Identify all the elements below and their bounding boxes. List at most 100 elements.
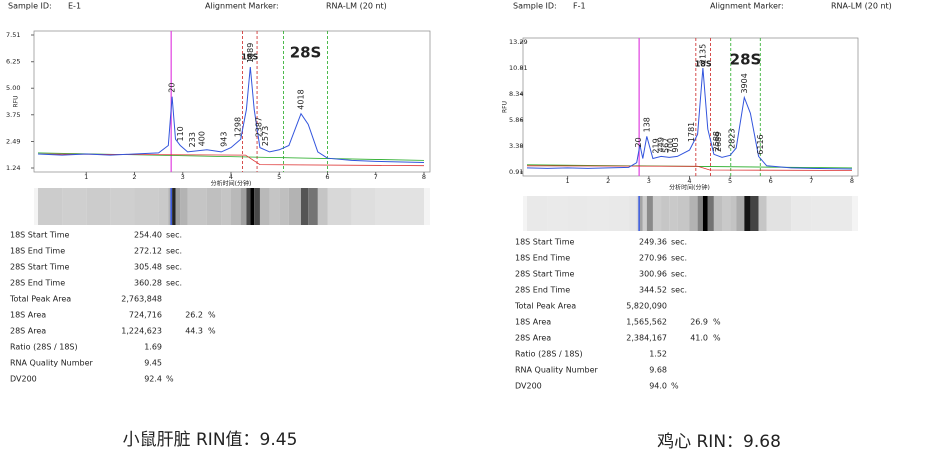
gel-band [689, 196, 698, 231]
gel-band [677, 196, 690, 231]
row-value: 305.48 [134, 263, 162, 272]
x-tick-label: 4 [687, 177, 691, 185]
header-label: Sample ID: [513, 2, 557, 11]
gel-band [636, 196, 640, 231]
row-value: 300.96 [639, 270, 667, 279]
row-pct-unit: % [208, 327, 216, 336]
gel-band [206, 188, 222, 225]
gel-band [240, 188, 247, 225]
gel-band [744, 196, 751, 231]
row-pct-unit: % [713, 318, 721, 327]
row-value: 724,716 [129, 311, 162, 320]
header-value: RNA-LM (20 nt) [831, 2, 892, 11]
peak-label: 20 [634, 137, 643, 147]
row-value: 360.28 [134, 279, 162, 288]
y-tick-label: 8.34 [509, 90, 523, 98]
row-label: 18S Area [10, 311, 46, 320]
caption: 鸡心 RIN：9.68 [657, 432, 781, 452]
row-value: 2,763,848 [121, 295, 162, 304]
header-value: F-1 [573, 2, 586, 11]
row-label: Ratio (28S / 18S) [515, 350, 583, 359]
row-unit: sec. [671, 254, 687, 263]
x-tick-label: 6 [769, 177, 773, 185]
row-value: 5,820,090 [626, 302, 667, 311]
gel-band [175, 188, 181, 225]
gel-band [811, 196, 852, 231]
peak-label: 20 [168, 83, 177, 93]
gel-band [736, 196, 745, 231]
gel-band [250, 188, 255, 225]
row-value: 254.40 [134, 231, 162, 240]
peak-label: 4018 [296, 89, 305, 109]
gel-band [300, 188, 309, 225]
gel-band [327, 188, 352, 225]
row-unit: sec. [166, 279, 182, 288]
gel-band [722, 196, 731, 231]
gel-band [587, 196, 609, 231]
row-label: RNA Quality Number [10, 359, 94, 368]
gel-band [791, 196, 812, 231]
gel-band [288, 188, 301, 225]
plot-frame [33, 30, 431, 173]
y-tick-label: 13.29 [509, 38, 528, 46]
row-label: DV200 [10, 375, 37, 384]
y-tick-label: 7.51 [6, 31, 20, 39]
header-label: Sample ID: [8, 2, 52, 11]
trace [526, 165, 853, 171]
gel-band [697, 196, 703, 231]
row-label: 18S Start Time [515, 238, 575, 247]
gel-band [702, 196, 708, 231]
gel-band [38, 188, 63, 225]
peak-label: 567 [661, 138, 670, 153]
gel-band [279, 188, 289, 225]
gel-band [134, 188, 159, 225]
gel-band [317, 188, 328, 225]
region-label: 28S [730, 51, 762, 69]
x-tick-label: 4 [229, 173, 233, 181]
y-tick-label: 5.00 [6, 84, 20, 92]
row-pct: 26.2 [185, 311, 203, 320]
row-label: 28S Area [10, 327, 46, 336]
trace [37, 153, 425, 167]
x-tick-label: 7 [809, 177, 813, 185]
peak-label: 903 [671, 137, 680, 152]
x-tick-label: 8 [850, 177, 854, 185]
row-pct-unit: % [208, 311, 216, 320]
row-unit: sec. [671, 238, 687, 247]
row-value: 9.45 [144, 359, 162, 368]
peak-label: 110 [176, 126, 185, 141]
row-value: 1,224,623 [121, 327, 162, 336]
y-tick-label: 1.24 [6, 164, 20, 172]
header-label: Alignment Marker: [205, 2, 279, 11]
y-tick-label: 2.49 [6, 137, 20, 145]
row-value: 249.36 [639, 238, 667, 247]
y-tick-label: 3.38 [509, 142, 523, 150]
peak-label: 6116 [756, 134, 765, 154]
x-tick-label: 2 [606, 177, 610, 185]
peak-label: 138 [642, 117, 651, 132]
row-value: 272.12 [134, 247, 162, 256]
gel-band [730, 196, 737, 231]
peak-label: 1298 [234, 117, 243, 137]
row-label: Ratio (28S / 18S) [10, 343, 78, 352]
row-value: 1,565,562 [626, 318, 667, 327]
region-label: 18S [241, 53, 258, 62]
row-label: 18S End Time [10, 247, 65, 256]
gel-band [259, 188, 270, 225]
y-tick-label: 6.25 [6, 58, 20, 66]
gel-band [269, 188, 280, 225]
row-label: Total Peak Area [514, 302, 576, 311]
y-tick-label: 0.91 [509, 168, 523, 176]
header-value: E-1 [68, 2, 81, 11]
gel-band [527, 196, 548, 231]
row-value: 270.96 [639, 254, 667, 263]
gel-band [308, 188, 318, 225]
gel-band [246, 188, 251, 225]
row-label: 18S End Time [515, 254, 570, 263]
peak-label: 449 [657, 137, 666, 152]
gel-band [62, 188, 87, 225]
peak-label: 2689 [714, 132, 723, 152]
row-unit: sec. [166, 231, 182, 240]
region-label: 28S [290, 44, 322, 62]
y-tick-label: 3.75 [6, 111, 20, 119]
